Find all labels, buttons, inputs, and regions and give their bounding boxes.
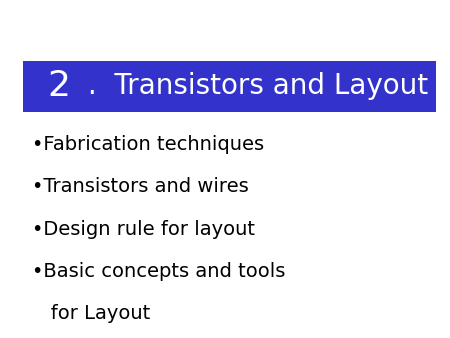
Text: •Transistors and wires: •Transistors and wires — [32, 177, 248, 196]
Text: •Basic concepts and tools: •Basic concepts and tools — [32, 262, 285, 281]
Text: .  Transistors and Layout: . Transistors and Layout — [79, 72, 428, 100]
Text: 2: 2 — [47, 69, 70, 103]
Text: for Layout: for Layout — [32, 304, 150, 323]
Text: •Fabrication techniques: •Fabrication techniques — [32, 135, 264, 154]
Text: •Design rule for layout: •Design rule for layout — [32, 220, 255, 239]
Bar — [22, 61, 436, 112]
